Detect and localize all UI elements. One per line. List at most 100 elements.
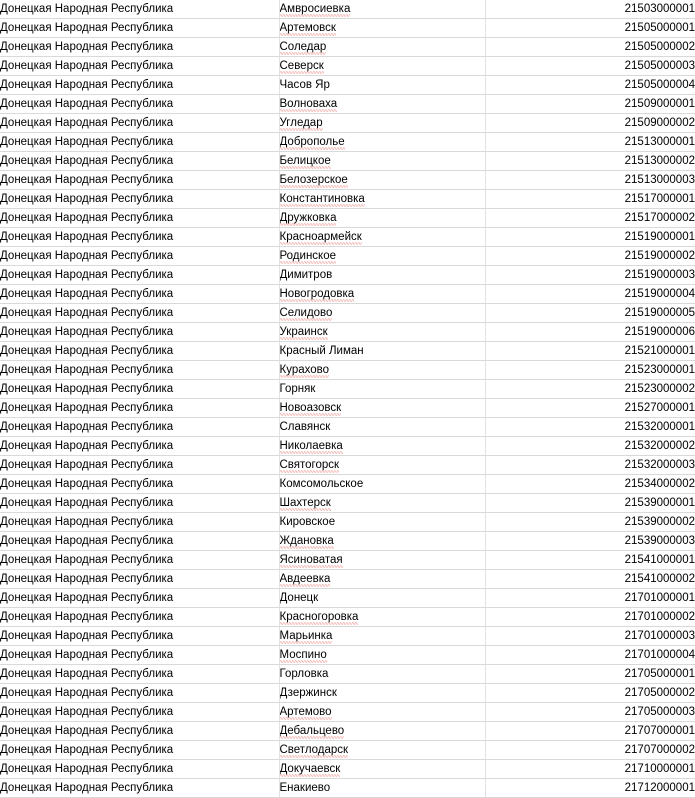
- cell-city[interactable]: Часов Яр: [279, 75, 486, 95]
- cell-city[interactable]: Светлодарск: [279, 740, 486, 760]
- table-row[interactable]: Донецкая Народная Республика Красноармейс…: [0, 227, 695, 247]
- cell-code[interactable]: 21707000002: [485, 740, 695, 760]
- cell-region[interactable]: Донецкая Народная Республика: [0, 322, 280, 342]
- table-row[interactable]: Донецкая Народная Республика Угледар 21509…: [0, 113, 695, 133]
- cell-city[interactable]: Донецк: [279, 588, 486, 608]
- cell-region[interactable]: Донецкая Народная Республика: [0, 75, 280, 95]
- cell-region[interactable]: Донецкая Народная Республика: [0, 398, 280, 418]
- cell-city[interactable]: Дружковка: [279, 208, 486, 228]
- cell-region[interactable]: Донецкая Народная Республика: [0, 683, 280, 703]
- cell-city[interactable]: Кировское: [279, 512, 486, 532]
- cell-code[interactable]: 21701000003: [485, 626, 695, 646]
- table-row[interactable]: Донецкая Народная Республика Волноваха 215…: [0, 94, 695, 114]
- cell-code[interactable]: 21523000002: [485, 379, 695, 399]
- table-row[interactable]: Донецкая Народная Республика Светлодарск 2…: [0, 740, 695, 760]
- cell-code[interactable]: 21517000002: [485, 208, 695, 228]
- table-row[interactable]: Донецкая Народная Республика Селидово 2151…: [0, 303, 695, 323]
- cell-city[interactable]: Украинск: [279, 322, 486, 342]
- cell-region[interactable]: Донецкая Народная Республика: [0, 56, 280, 76]
- cell-region[interactable]: Донецкая Народная Республика: [0, 37, 280, 57]
- cell-code[interactable]: 21705000001: [485, 664, 695, 684]
- cell-city[interactable]: Красногоровка: [279, 607, 486, 627]
- cell-code[interactable]: 21707000001: [485, 721, 695, 741]
- cell-code[interactable]: 21527000001: [485, 398, 695, 418]
- cell-city[interactable]: Артемовск: [279, 18, 486, 38]
- table-row[interactable]: Донецкая Народная Республика Новогродовка…: [0, 284, 695, 304]
- table-row[interactable]: Донецкая Народная Республика Дружковка 215…: [0, 208, 695, 228]
- cell-code[interactable]: 21705000003: [485, 702, 695, 722]
- table-row[interactable]: Донецкая Народная Республика Украинск 2151…: [0, 322, 695, 342]
- cell-region[interactable]: Донецкая Народная Республика: [0, 493, 280, 513]
- cell-region[interactable]: Донецкая Народная Республика: [0, 132, 280, 152]
- cell-code[interactable]: 21519000002: [485, 246, 695, 266]
- cell-code[interactable]: 21523000001: [485, 360, 695, 380]
- table-row[interactable]: Донецкая Народная Республика Красный Лима…: [0, 341, 695, 361]
- cell-region[interactable]: Донецкая Народная Республика: [0, 778, 280, 798]
- cell-city[interactable]: Славянск: [279, 417, 486, 437]
- cell-city[interactable]: Шахтерск: [279, 493, 486, 513]
- cell-code[interactable]: 21519000005: [485, 303, 695, 323]
- cell-city[interactable]: Моспино: [279, 645, 486, 665]
- cell-city[interactable]: Николаевка: [279, 436, 486, 456]
- cell-code[interactable]: 21539000003: [485, 531, 695, 551]
- cell-region[interactable]: Донецкая Народная Республика: [0, 512, 280, 532]
- cell-region[interactable]: Донецкая Народная Республика: [0, 417, 280, 437]
- table-row[interactable]: Донецкая Народная Республика Артемово 2170…: [0, 702, 695, 722]
- cell-code[interactable]: 21710000001: [485, 759, 695, 779]
- cell-region[interactable]: Донецкая Народная Республика: [0, 436, 280, 456]
- cell-region[interactable]: Донецкая Народная Республика: [0, 455, 280, 475]
- cell-code[interactable]: 21701000002: [485, 607, 695, 627]
- cell-code[interactable]: 21513000002: [485, 151, 695, 171]
- table-row[interactable]: Донецкая Народная Республика Артемовск 215…: [0, 18, 695, 38]
- table-row[interactable]: Донецкая Народная Республика Авдеевка 2154…: [0, 569, 695, 589]
- table-row[interactable]: Донецкая Народная Республика Курахово 2152…: [0, 360, 695, 380]
- cell-region[interactable]: Донецкая Народная Республика: [0, 227, 280, 247]
- cell-region[interactable]: Донецкая Народная Республика: [0, 265, 280, 285]
- cell-region[interactable]: Донецкая Народная Республика: [0, 246, 280, 266]
- cell-city[interactable]: Енакиево: [279, 778, 486, 798]
- cell-code[interactable]: 21532000001: [485, 417, 695, 437]
- cell-region[interactable]: Донецкая Народная Республика: [0, 151, 280, 171]
- cell-city[interactable]: Дебальцево: [279, 721, 486, 741]
- cell-city[interactable]: Константиновка: [279, 189, 486, 209]
- table-row[interactable]: Донецкая Народная Республика Димитров 2151…: [0, 265, 695, 285]
- cell-code[interactable]: 21539000002: [485, 512, 695, 532]
- cell-region[interactable]: Донецкая Народная Республика: [0, 360, 280, 380]
- table-row[interactable]: Донецкая Народная Республика Дебальцево 21…: [0, 721, 695, 741]
- table-row[interactable]: Донецкая Народная Республика Доброполье 21…: [0, 132, 695, 152]
- cell-code[interactable]: 21541000002: [485, 569, 695, 589]
- cell-city[interactable]: Красный Лиман: [279, 341, 486, 361]
- cell-code[interactable]: 21539000001: [485, 493, 695, 513]
- cell-city[interactable]: Горняк: [279, 379, 486, 399]
- table-row[interactable]: Донецкая Народная Республика Соледар 21505…: [0, 37, 695, 57]
- cell-region[interactable]: Донецкая Народная Республика: [0, 664, 280, 684]
- cell-region[interactable]: Донецкая Народная Республика: [0, 94, 280, 114]
- cell-code[interactable]: 21712000001: [485, 778, 695, 798]
- cell-region[interactable]: Донецкая Народная Республика: [0, 474, 280, 494]
- cell-region[interactable]: Донецкая Народная Республика: [0, 113, 280, 133]
- cell-code[interactable]: 21505000004: [485, 75, 695, 95]
- cell-city[interactable]: Красноармейск: [279, 227, 486, 247]
- cell-region[interactable]: Донецкая Народная Республика: [0, 18, 280, 38]
- cell-region[interactable]: Донецкая Народная Республика: [0, 0, 280, 19]
- table-row[interactable]: Донецкая Народная Республика Новоазовск 21…: [0, 398, 695, 418]
- table-row[interactable]: Донецкая Народная Республика Комсомольско…: [0, 474, 695, 494]
- cell-region[interactable]: Донецкая Народная Республика: [0, 189, 280, 209]
- cell-city[interactable]: Авдеевка: [279, 569, 486, 589]
- cell-region[interactable]: Донецкая Народная Республика: [0, 721, 280, 741]
- cell-region[interactable]: Донецкая Народная Республика: [0, 607, 280, 627]
- cell-region[interactable]: Донецкая Народная Республика: [0, 645, 280, 665]
- table-row[interactable]: Донецкая Народная Республика Белицкое 2151…: [0, 151, 695, 171]
- table-row[interactable]: Донецкая Народная Республика Белозерское 2…: [0, 170, 695, 190]
- table-row[interactable]: Донецкая Народная Республика Шахтерск 2153…: [0, 493, 695, 513]
- cell-code[interactable]: 21505000001: [485, 18, 695, 38]
- cell-city[interactable]: Северск: [279, 56, 486, 76]
- table-row[interactable]: Донецкая Народная Республика Кировское 215…: [0, 512, 695, 532]
- cell-code[interactable]: 21505000003: [485, 56, 695, 76]
- table-row[interactable]: Донецкая Народная Республика Амвросиевка 2…: [0, 0, 695, 19]
- cell-code[interactable]: 21513000003: [485, 170, 695, 190]
- cell-city[interactable]: Амвросиевка: [279, 0, 486, 19]
- table-row[interactable]: Донецкая Народная Республика Донецк 217010…: [0, 588, 695, 608]
- table-row[interactable]: Донецкая Народная Республика Святогорск 21…: [0, 455, 695, 475]
- table-row[interactable]: Донецкая Народная Республика Ждановка 2153…: [0, 531, 695, 551]
